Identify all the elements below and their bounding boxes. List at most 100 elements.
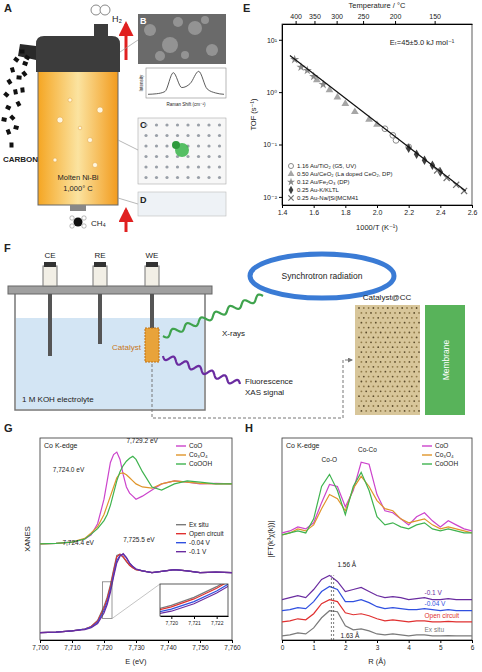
texture-dot	[418, 381, 420, 383]
tick-mark	[409, 205, 410, 208]
texture-dot	[370, 322, 372, 324]
spout	[18, 44, 36, 60]
texture-dot	[387, 395, 389, 397]
lattice-atom	[207, 123, 210, 126]
lattice-atom	[218, 155, 221, 158]
lattice-atom	[165, 144, 168, 147]
texture-dot	[418, 341, 420, 343]
axis-title: XANES	[23, 526, 32, 551]
texture-dot	[385, 410, 387, 412]
texture-dot	[358, 386, 360, 388]
tick-mark	[168, 640, 169, 643]
texture-dot	[413, 361, 415, 363]
texture-dot	[385, 341, 387, 343]
signal-label: Fluorescence	[245, 377, 294, 386]
legend: CoOCo₃O₄CoOOH	[176, 442, 212, 467]
texture-dot	[416, 307, 418, 309]
lattice-atom	[165, 155, 168, 158]
texture-dot	[394, 361, 396, 363]
tick: 350	[309, 13, 321, 24]
electrode-holder	[145, 266, 159, 286]
legend: CoOCo₃O₄CoOOH	[422, 442, 458, 467]
tick-label: 350	[309, 13, 321, 20]
lattice-atom	[197, 155, 200, 158]
texture-dot	[365, 381, 367, 383]
texture-dot	[365, 312, 367, 314]
lattice-atom	[176, 134, 179, 137]
texture-dot	[389, 351, 391, 353]
legend-swatch	[176, 533, 186, 534]
annotation: Co-O	[322, 456, 338, 463]
texture-dot	[392, 327, 394, 329]
texture-dot	[380, 312, 382, 314]
reference-line	[333, 575, 334, 640]
tick: 7,750	[192, 640, 209, 651]
texture-dot	[411, 386, 413, 388]
carbon-piece	[13, 56, 19, 62]
d-frame	[138, 192, 226, 216]
texture-dot	[375, 322, 377, 324]
carbon-piece	[9, 114, 15, 120]
lattice-atom	[155, 176, 158, 179]
atom	[100, 5, 110, 15]
texture-dot	[387, 405, 389, 407]
carbon-piece	[3, 91, 9, 97]
texture-dot	[377, 356, 379, 358]
legend-label: -0.04 V	[189, 539, 211, 546]
texture-dot	[385, 371, 387, 373]
texture-dot	[416, 356, 418, 358]
legend-label: CoO	[435, 442, 448, 449]
electrode-cap	[146, 262, 158, 267]
catalyst	[145, 328, 159, 362]
sem-grain	[206, 44, 218, 56]
annotation: 1.63 Å	[341, 631, 360, 639]
axis: 7,7207,7217,722	[161, 616, 229, 626]
axis-line	[283, 24, 473, 25]
texture-dot	[416, 376, 418, 378]
texture-dot	[380, 322, 382, 324]
texture-dot	[387, 346, 389, 348]
texture-dot	[418, 361, 420, 363]
texture-dot	[382, 317, 384, 319]
texture-dot	[370, 341, 372, 343]
texture-dot	[397, 376, 399, 378]
legend-label: 0.12 Au/Fe₂O₃ (DP)	[297, 179, 349, 185]
electrode-label: WE	[146, 251, 159, 260]
texture-dot	[401, 337, 403, 339]
tick: 7,700	[32, 640, 49, 651]
tick-mark	[194, 616, 195, 619]
texture-dot	[387, 386, 389, 388]
texture-dot	[397, 395, 399, 397]
tick: 2.0	[373, 205, 383, 216]
texture-dot	[401, 376, 403, 378]
zoom-region	[102, 582, 112, 619]
tick: 10⁰	[266, 89, 282, 96]
series-line	[160, 584, 228, 616]
tick-mark	[377, 205, 378, 208]
series-line	[282, 611, 472, 636]
texture-dot	[399, 341, 401, 343]
texture-dot	[409, 341, 411, 343]
texture-dot	[368, 346, 370, 348]
texture-dot	[382, 376, 384, 378]
texture-dot	[394, 351, 396, 353]
carbon-piece	[21, 70, 27, 76]
texture-dot	[404, 371, 406, 373]
tick-label: 7,740	[160, 644, 177, 651]
lattice-atom	[218, 165, 221, 168]
lattice-atom	[176, 176, 179, 179]
chimney	[94, 24, 108, 36]
texture-dot	[375, 400, 377, 402]
texture-dot	[358, 376, 360, 378]
texture-dot	[399, 400, 401, 402]
texture-dot	[418, 332, 420, 334]
texture-dot	[377, 405, 379, 407]
texture-dot	[406, 317, 408, 319]
texture-dot	[377, 386, 379, 388]
carbon-piece	[16, 75, 21, 79]
plot-area	[290, 55, 467, 194]
texture-dot	[406, 366, 408, 368]
texture-dot	[394, 400, 396, 402]
texture-dot	[380, 332, 382, 334]
feed-label: CH₄	[91, 219, 106, 228]
